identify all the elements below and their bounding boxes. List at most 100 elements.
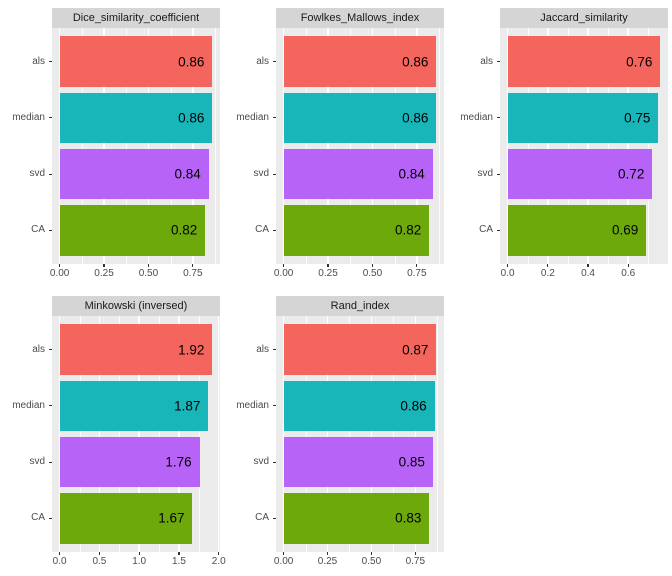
gridline-minor <box>305 316 307 552</box>
gridline-minor <box>439 28 440 264</box>
y-axis-label-als: als <box>256 55 269 67</box>
x-axis-tick <box>414 552 416 555</box>
gridline-major <box>587 28 589 264</box>
x-axis-tick <box>192 264 194 267</box>
x-axis-tick-label: 0.75 <box>183 268 203 279</box>
y-axis-tick <box>273 461 276 463</box>
x-axis-tick-label: 0.50 <box>362 268 383 279</box>
y-axis-tick <box>497 173 500 175</box>
y-axis-label-median: median <box>12 111 45 123</box>
y-axis-tick <box>273 229 276 231</box>
bar-median <box>59 92 213 144</box>
gridline-minor <box>393 316 395 552</box>
y-axis-label-CA: CA <box>255 512 269 524</box>
x-axis-tick-label: 0.50 <box>361 556 382 567</box>
y-axis-label-svd: svd <box>253 456 269 468</box>
x-axis-tick-label: 0.00 <box>273 268 294 279</box>
y-axis-tick <box>273 173 276 175</box>
x-axis-tick-label: 1.5 <box>172 556 186 567</box>
gridline-major <box>416 28 418 264</box>
gridline-minor <box>305 28 307 264</box>
x-axis-tick <box>178 552 180 555</box>
y-axis-tick <box>49 117 52 119</box>
bar-CA <box>283 205 430 256</box>
bar-value-label: 0.82 <box>170 222 198 238</box>
y-axis-tick <box>49 229 52 231</box>
x-axis-tick <box>103 264 105 267</box>
bar-svd <box>59 436 200 488</box>
facet-title: Fowlkes_Mallows_index <box>300 12 420 24</box>
x-axis-tick-label: 2.0 <box>211 556 226 567</box>
facet-jaccard-similarity: Jaccard_similarity 0.76 0.75 0.72 0.69 als med… <box>448 0 672 288</box>
bar-value-label: 0.72 <box>618 166 645 182</box>
gridline-minor <box>170 28 172 264</box>
gridline-major <box>58 28 61 264</box>
y-axis-label-CA: CA <box>31 224 45 236</box>
facet-strip: Dice_similarity_coefficient <box>52 8 220 28</box>
bar-median <box>283 92 437 144</box>
x-axis-tick <box>147 264 150 267</box>
bar-svd <box>283 436 433 488</box>
x-axis-tick <box>283 552 285 555</box>
gridline-major <box>192 28 194 264</box>
y-axis-tick <box>49 461 52 463</box>
bar-value-label: 1.67 <box>158 510 185 526</box>
gridline-minor <box>648 28 650 264</box>
plot-panel: 1.92 1.87 1.76 1.67 <box>52 316 220 552</box>
x-axis-tick <box>371 264 374 267</box>
bar-als <box>59 324 213 375</box>
x-axis-tick-label: 0.00 <box>49 268 70 279</box>
gridline-minor <box>119 316 121 552</box>
gridline-minor <box>215 28 216 264</box>
bar-value-label: 0.86 <box>178 53 205 69</box>
y-axis-label-als: als <box>480 55 493 67</box>
facet-title: Rand_index <box>330 300 390 312</box>
y-axis-tick <box>273 61 276 63</box>
y-axis-label-CA: CA <box>255 224 269 236</box>
bar-svd <box>507 148 653 200</box>
x-axis-tick-label: 0.00 <box>273 556 294 567</box>
bar-value-label: 0.86 <box>402 53 429 69</box>
x-axis-tick-label: 0.4 <box>581 268 595 279</box>
gridline-major <box>103 28 105 264</box>
y-axis-tick <box>273 405 276 407</box>
bar-value-label: 0.86 <box>402 110 429 126</box>
x-axis-tick-label: 1.0 <box>132 556 147 567</box>
bar-CA <box>283 493 430 544</box>
facet-fowlkes-mallows-index: Fowlkes_Mallows_index 0.86 0.86 0.84 0.82 als… <box>224 0 448 288</box>
gridline-minor <box>81 28 83 264</box>
facet-dice-similarity-coefficient: Dice_similarity_coefficient 0.86 0.86 0.84 0… <box>0 0 224 288</box>
y-axis-tick <box>497 229 500 231</box>
y-axis-tick <box>273 117 276 119</box>
bar-svd <box>283 148 433 200</box>
x-axis-tick <box>416 264 418 267</box>
y-axis-tick <box>49 173 52 175</box>
facet-title: Minkowski (inversed) <box>84 300 188 312</box>
x-axis-tick <box>547 264 549 267</box>
gridline-minor <box>350 28 352 264</box>
x-axis-tick-label: 0.2 <box>540 268 555 279</box>
facet-minkowski-inversed: Minkowski (inversed) 1.92 1.87 1.76 1.67 als m… <box>0 288 226 576</box>
x-axis-tick <box>587 264 589 267</box>
bar-value-label: 0.84 <box>398 166 425 182</box>
y-axis-label-CA: CA <box>479 224 493 236</box>
bar-als <box>283 324 437 375</box>
gridline-minor <box>394 28 396 264</box>
y-axis-label-svd: svd <box>29 456 45 468</box>
gridline-major <box>282 316 285 552</box>
x-axis-tick-label: 0.0 <box>500 268 515 279</box>
plot-panel: 0.76 0.75 0.72 0.69 <box>500 28 668 264</box>
x-axis-tick-label: 0.5 <box>92 556 107 567</box>
bar-CA <box>59 493 193 544</box>
y-axis-tick <box>49 405 52 407</box>
gridline-major <box>627 28 629 264</box>
x-axis-tick <box>218 552 220 555</box>
gridline-major <box>327 28 329 264</box>
bar-value-label: 0.86 <box>400 398 427 414</box>
y-axis-tick <box>49 349 52 351</box>
facet-strip: Fowlkes_Mallows_index <box>276 8 444 28</box>
bar-value-label: 1.92 <box>178 341 205 357</box>
y-axis-tick <box>497 117 500 119</box>
y-axis-tick <box>273 517 276 519</box>
y-axis-label-als: als <box>256 343 269 355</box>
